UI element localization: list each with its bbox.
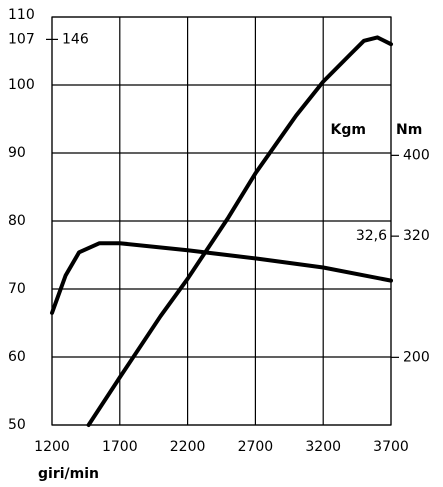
x-axis-label: giri/min: [38, 466, 99, 482]
x-tick-label: 2200: [170, 439, 206, 455]
x-tick-label: 3200: [305, 439, 341, 455]
torque-marker-text: 32,6: [356, 228, 387, 244]
y2-tick-label: 200: [403, 349, 430, 365]
y-tick-label: 110: [8, 7, 35, 23]
peak-marker-text: 146: [62, 31, 89, 47]
series-line: [86, 35, 393, 427]
x-tick-label: 3700: [373, 439, 409, 455]
series-line: [50, 241, 393, 315]
y2-tick-label: 320: [403, 228, 430, 244]
y-tick-label: 80: [8, 213, 26, 229]
y-tick-label: 100: [8, 77, 35, 93]
y2-unit-label: Kgm: [331, 122, 366, 138]
y-tick-label: 90: [8, 145, 26, 161]
y-tick-label: 70: [8, 281, 26, 297]
y2-axis-label: Nm: [396, 122, 422, 138]
peak-marker-value: 107: [8, 31, 35, 47]
y-tick-label: 60: [8, 349, 26, 365]
y-tick-label: 50: [8, 417, 26, 433]
x-tick-label: 2700: [238, 439, 274, 455]
x-tick-label: 1200: [34, 439, 70, 455]
y2-tick-label: 400: [403, 147, 430, 163]
x-tick-label: 1700: [102, 439, 138, 455]
frame: [51, 16, 392, 426]
